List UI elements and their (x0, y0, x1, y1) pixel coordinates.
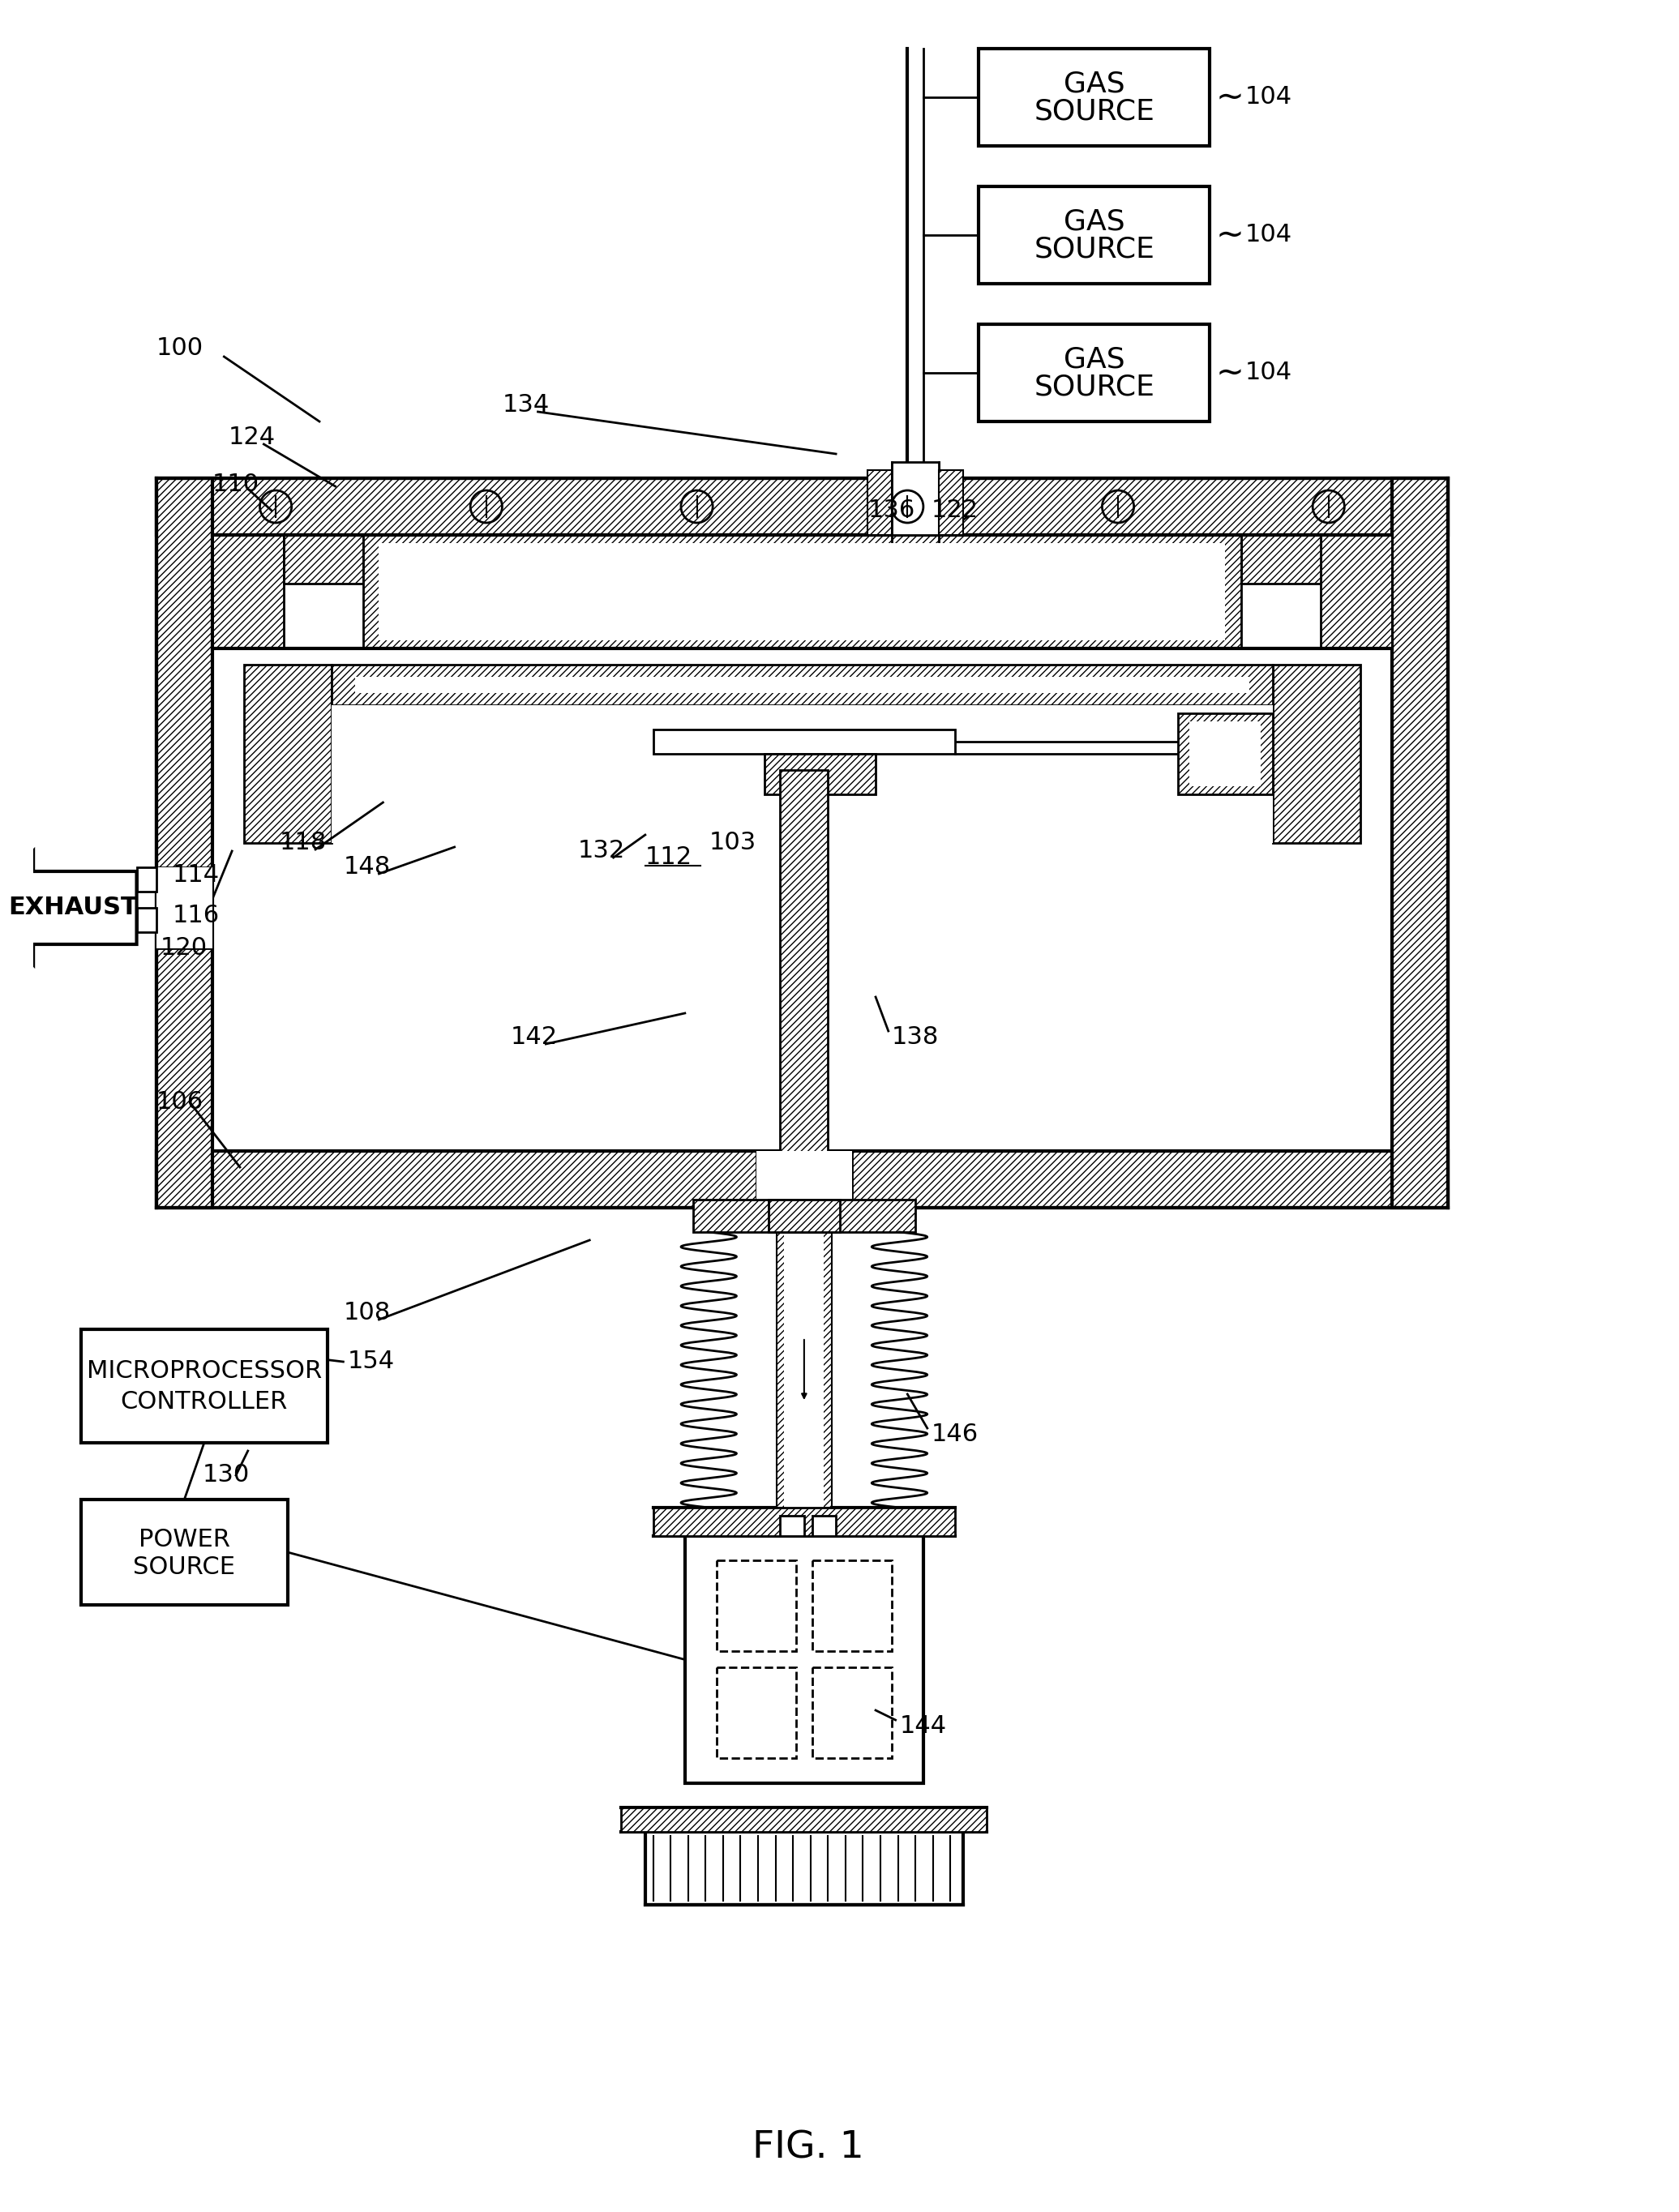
Bar (979, 325, 1209, 422)
Bar (892, 462, 939, 535)
Bar (212, 535, 1392, 648)
Bar (81, 1500, 287, 1606)
Bar (781, 1515, 804, 1535)
Bar (685, 1535, 923, 1783)
Text: ∼: ∼ (1216, 219, 1244, 252)
Text: 146: 146 (932, 1422, 979, 1447)
Text: GAS: GAS (1063, 345, 1125, 374)
Text: SOURCE: SOURCE (1034, 237, 1155, 263)
Bar (653, 730, 955, 754)
Bar (784, 1232, 824, 1509)
Text: 112: 112 (645, 845, 692, 869)
Text: GAS: GAS (1063, 71, 1125, 97)
Bar (781, 770, 828, 1168)
Bar (1177, 712, 1273, 794)
Text: 154: 154 (348, 1349, 395, 1374)
Text: 122: 122 (932, 500, 979, 522)
Text: SOURCE: SOURCE (133, 1555, 235, 1579)
Text: 134: 134 (502, 394, 549, 418)
Bar (813, 1515, 836, 1535)
Text: 103: 103 (709, 832, 756, 854)
Text: 130: 130 (203, 1464, 250, 1486)
Text: POWER: POWER (138, 1528, 230, 1551)
Bar (156, 478, 212, 1208)
Text: 142: 142 (510, 1026, 557, 1048)
Bar (156, 1150, 1447, 1208)
Text: MICROPROCESSOR: MICROPROCESSOR (87, 1360, 322, 1382)
Text: 100: 100 (156, 336, 203, 361)
Bar (331, 664, 1273, 706)
Text: GAS: GAS (1063, 208, 1125, 237)
Polygon shape (0, 852, 136, 964)
Bar (645, 1832, 964, 1905)
Bar (1241, 535, 1321, 584)
Text: 104: 104 (1246, 361, 1293, 385)
Bar (757, 1150, 851, 1217)
Text: CONTROLLER: CONTROLLER (121, 1391, 287, 1413)
Bar (813, 1668, 892, 1759)
Bar (331, 706, 1273, 843)
Bar (284, 535, 363, 584)
Bar (1392, 478, 1447, 1208)
Text: 118: 118 (280, 832, 327, 854)
Bar (363, 535, 1241, 648)
Text: SOURCE: SOURCE (1034, 97, 1155, 126)
Bar (379, 544, 1226, 639)
Text: EXHAUST: EXHAUST (8, 896, 138, 920)
Text: 136: 136 (868, 500, 915, 522)
Bar (979, 49, 1209, 146)
Bar (868, 471, 892, 535)
Text: 108: 108 (343, 1301, 391, 1325)
Text: ∼: ∼ (1216, 356, 1244, 389)
Bar (717, 1559, 796, 1650)
Bar (979, 186, 1209, 283)
Bar (717, 1668, 796, 1759)
Text: 132: 132 (578, 838, 625, 863)
Bar (243, 664, 331, 843)
Text: 114: 114 (173, 863, 220, 887)
Bar (653, 1509, 955, 1535)
Bar (212, 535, 284, 648)
Bar (813, 1559, 892, 1650)
Bar (693, 1199, 915, 1232)
Bar (136, 907, 156, 931)
Text: ∼: ∼ (1216, 80, 1244, 115)
Bar (156, 478, 1447, 535)
Bar (1321, 535, 1392, 648)
Text: 116: 116 (173, 905, 220, 927)
Text: 138: 138 (892, 1026, 939, 1048)
Bar (764, 754, 876, 794)
Text: 104: 104 (1246, 86, 1293, 108)
Text: 104: 104 (1246, 223, 1293, 248)
Text: SOURCE: SOURCE (1034, 374, 1155, 400)
Bar (136, 867, 156, 891)
Bar (81, 1329, 327, 1442)
Bar (156, 867, 212, 949)
Bar (764, 754, 876, 794)
Bar (939, 471, 964, 535)
Bar (356, 677, 1249, 692)
Text: 144: 144 (900, 1714, 947, 1739)
Text: 120: 120 (161, 936, 208, 960)
Text: 124: 124 (228, 427, 275, 449)
Bar (621, 1807, 987, 1832)
Bar (769, 1199, 840, 1232)
Bar (1273, 664, 1360, 843)
Bar (776, 1232, 831, 1509)
Text: 106: 106 (156, 1091, 203, 1115)
Text: FIG. 1: FIG. 1 (752, 2130, 865, 2166)
Text: 148: 148 (343, 856, 391, 878)
Bar (1189, 721, 1261, 785)
Text: 110: 110 (212, 473, 259, 495)
